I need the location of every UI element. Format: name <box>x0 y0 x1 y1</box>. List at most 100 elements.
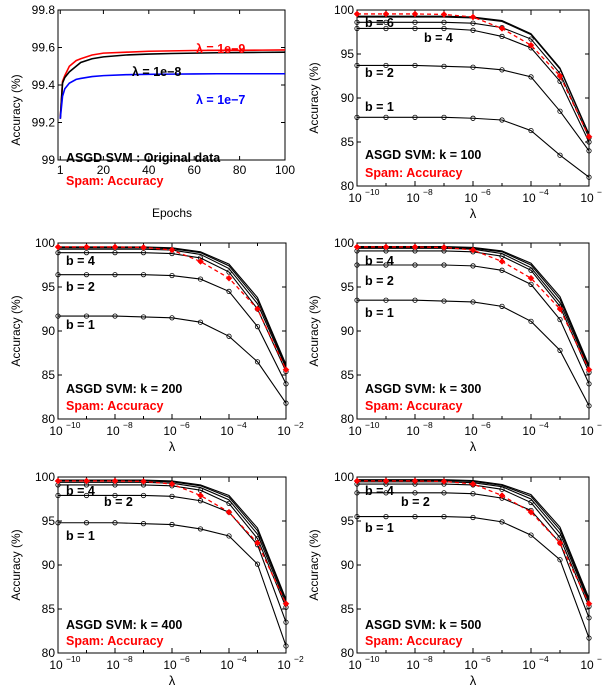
x-tick-exponent: −6 <box>180 654 190 664</box>
panel1-legend-blue: λ = 1e−7 <box>196 93 245 107</box>
series-line <box>357 27 590 143</box>
x-tick-label: 10 <box>464 191 478 205</box>
panel3-label-b4: b = 4 <box>66 254 95 268</box>
series-point <box>528 127 534 134</box>
x-tick-exponent: −6 <box>481 654 491 664</box>
x-tick-exponent: −4 <box>539 187 549 197</box>
series-point <box>55 492 61 499</box>
series-point <box>354 490 360 496</box>
series-point <box>83 250 90 256</box>
series-point <box>585 133 593 141</box>
x-tick-label: 10 <box>580 658 594 672</box>
series-point <box>254 539 261 547</box>
x-tick-label: 10 <box>220 424 234 438</box>
series-point <box>412 490 418 496</box>
y-tick-label: 90 <box>42 324 56 338</box>
x-tick-label: 80 <box>233 163 247 177</box>
y-tick-label: 90 <box>341 558 355 572</box>
x-tick-exponent: −6 <box>481 420 491 430</box>
x-tick-exponent: −10 <box>66 420 81 430</box>
series-line <box>58 274 287 385</box>
series-point <box>412 297 418 303</box>
panel4-title: ASGD SVM: k = 300 <box>365 382 481 396</box>
x-tick-label: 10 <box>106 658 120 672</box>
y-tick-label: 85 <box>42 602 56 616</box>
x-tick-exponent: −4 <box>539 420 549 430</box>
series-point <box>412 25 418 32</box>
series-point <box>83 243 90 251</box>
panel5-label-b2: b = 2 <box>104 495 133 509</box>
series-point <box>499 33 505 40</box>
x-tick-label: 40 <box>142 163 156 177</box>
series-point <box>441 63 447 69</box>
series-point <box>411 10 419 18</box>
series-point <box>226 533 232 539</box>
series-point <box>111 477 119 485</box>
x-tick-label: 10 <box>464 658 478 672</box>
series-point <box>112 520 118 526</box>
panel6-subtitle: Spam: Accuracy <box>365 634 463 648</box>
y-tick-label: 80 <box>341 412 355 426</box>
series-point <box>383 297 389 303</box>
series-point <box>353 10 361 18</box>
series-point <box>470 27 476 33</box>
series-point <box>383 513 389 520</box>
series-point <box>499 67 505 73</box>
series-point <box>55 250 61 256</box>
series-line <box>357 516 590 639</box>
panel4-label-b4: b = 4 <box>365 254 394 268</box>
panel6-title: ASGD SVM: k = 500 <box>365 618 481 632</box>
series-line <box>357 13 590 138</box>
series-point <box>586 635 592 641</box>
y-tick-label: 95 <box>341 514 355 528</box>
series-point <box>382 243 390 251</box>
x-tick-label: 10 <box>163 658 177 672</box>
series-line <box>357 64 590 152</box>
x-tick-label: 10 <box>580 191 594 205</box>
series-point <box>411 477 419 485</box>
x-tick-label: 10 <box>464 424 478 438</box>
panel2-label-b6: b = 6 <box>365 16 394 30</box>
series-point <box>440 244 448 251</box>
x-tick-exponent: −4 <box>539 654 549 664</box>
y-tick-label: 90 <box>341 324 355 338</box>
series-point <box>470 263 476 269</box>
x-tick-label: 10 <box>406 191 420 205</box>
panel5-label-b1: b = 1 <box>66 529 95 543</box>
x-tick-exponent: −6 <box>180 420 190 430</box>
series-point <box>556 305 564 313</box>
series-point <box>54 243 62 251</box>
series-point <box>383 19 389 25</box>
x-tick-label: 10 <box>220 658 234 672</box>
series-point <box>140 244 147 251</box>
panel2-title: ASGD SVM: k = 100 <box>365 148 481 162</box>
series-point <box>140 521 147 527</box>
series-point <box>197 492 204 499</box>
series-point <box>283 619 289 625</box>
series-point <box>527 41 535 49</box>
panel3-title: ASGD SVM: k = 200 <box>66 382 182 396</box>
y-tick-label: 90 <box>42 558 56 572</box>
series-point <box>254 323 261 330</box>
x-tick-label: 100 <box>275 163 295 177</box>
series-point <box>441 490 447 496</box>
series-point <box>528 532 534 538</box>
x-tick-label: 10 <box>406 424 420 438</box>
series-point <box>528 281 534 287</box>
series-point <box>140 478 147 485</box>
y-tick-label: 90 <box>341 91 355 105</box>
series-point <box>140 492 147 499</box>
series-point <box>83 492 90 499</box>
y-tick-label: 99.6 <box>32 41 56 55</box>
series-point <box>226 333 232 339</box>
x-tick-exponent: −8 <box>123 420 133 430</box>
series-line <box>59 72 285 119</box>
x-tick-label: 10 <box>277 658 291 672</box>
series-line <box>357 480 590 605</box>
x-tick-exponent: −2 <box>294 420 304 430</box>
series-point <box>254 561 261 567</box>
y-tick-label: 99 <box>42 153 56 167</box>
series-point <box>83 520 90 526</box>
